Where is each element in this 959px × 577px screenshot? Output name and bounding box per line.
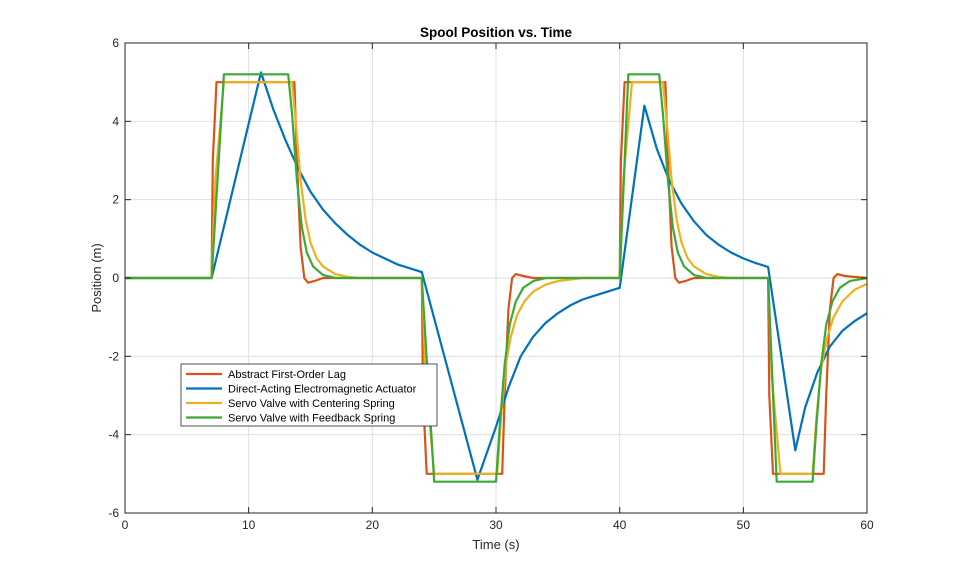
y-tick-label: 4 <box>112 114 119 128</box>
series-line-servo-valve-with-feedback-spring <box>125 73 868 483</box>
x-tick-label: 0 <box>122 518 129 532</box>
x-tick-label: 60 <box>860 518 874 532</box>
y-tick-label: 2 <box>112 193 119 207</box>
legend[interactable]: Abstract First-Order Lag Direct-Acting El… <box>180 363 438 427</box>
y-tick-label: -2 <box>108 349 119 363</box>
series-line-servo-valve-with-centering-spring <box>125 81 868 475</box>
legend-entry-servo-valve-with-feedback-spring: Servo Valve with Feedback Spring <box>228 413 395 425</box>
series-line-direct-acting-electromagnetic-actuator <box>125 71 868 481</box>
axis-ticks: 0 10 20 30 40 50 60 -6 -4 -2 0 2 4 6 <box>108 36 874 532</box>
legend-entry-servo-valve-with-centering-spring: Servo Valve with Centering Spring <box>228 398 395 410</box>
plot-lines <box>125 71 868 483</box>
y-axis-label: Position (m) <box>89 243 104 312</box>
legend-entry-direct-acting-electromagnetic-actuator: Direct-Acting Electromagnetic Actuator <box>228 384 417 396</box>
x-tick-label: 30 <box>489 518 503 532</box>
chart-title: Spool Position vs. Time <box>420 25 573 40</box>
x-axis-label: Time (s) <box>472 537 519 552</box>
y-tick-label: 6 <box>112 36 119 50</box>
x-tick-label: 10 <box>242 518 256 532</box>
x-tick-label: 50 <box>737 518 751 532</box>
y-tick-label: 0 <box>112 271 119 285</box>
y-tick-label: -4 <box>108 428 119 442</box>
x-tick-label: 20 <box>366 518 380 532</box>
legend-entry-abstract-first-order-lag: Abstract First-Order Lag <box>228 369 346 381</box>
y-tick-label: -6 <box>108 506 119 520</box>
x-tick-label: 40 <box>613 518 627 532</box>
